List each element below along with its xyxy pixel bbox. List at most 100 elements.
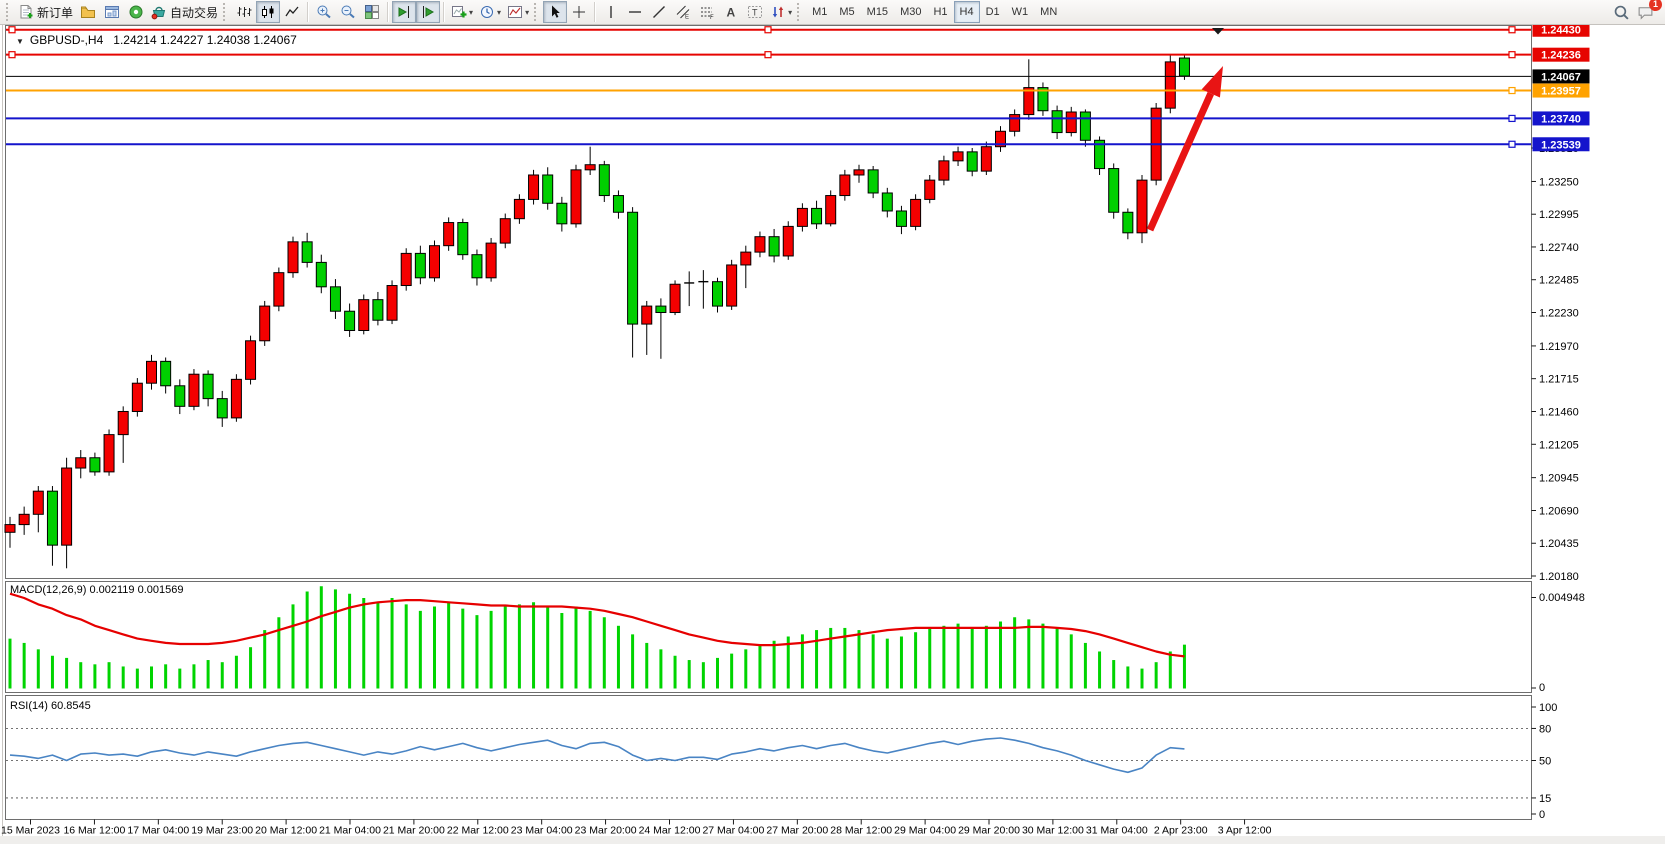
tab-m1[interactable]: M1 xyxy=(812,6,828,18)
collapse-icon[interactable]: ▼ xyxy=(16,37,24,46)
rsi-levels xyxy=(6,728,1531,799)
svg-text:1.23539: 1.23539 xyxy=(1541,139,1581,151)
text-label-icon: T xyxy=(747,4,763,20)
notification-badge: 1 xyxy=(1649,0,1662,11)
svg-text:27 Mar 04:00: 27 Mar 04:00 xyxy=(702,825,764,837)
zoom-out-button[interactable] xyxy=(336,1,360,23)
trendline-button[interactable] xyxy=(647,1,671,23)
new-order-button[interactable]: 新订单 xyxy=(15,1,76,23)
svg-text:23 Mar 04:00: 23 Mar 04:00 xyxy=(511,825,573,837)
notifications-button[interactable]: 1 xyxy=(1633,0,1662,23)
tile-windows-button[interactable] xyxy=(360,1,384,23)
periods-button[interactable]: ▾ xyxy=(476,1,504,23)
auto-trading-label: 自动交易 xyxy=(170,5,219,20)
svg-text:0: 0 xyxy=(1539,682,1545,694)
auto-trading-icon xyxy=(151,4,167,20)
candlestick-chart-button[interactable] xyxy=(256,1,281,23)
fibonacci-icon: F xyxy=(699,4,715,20)
svg-text:1.20690: 1.20690 xyxy=(1539,505,1579,517)
cursor-button[interactable] xyxy=(543,1,568,23)
tab-mn[interactable]: MN xyxy=(1040,6,1058,18)
auto-scroll-button[interactable] xyxy=(392,1,417,23)
svg-text:29 Mar 04:00: 29 Mar 04:00 xyxy=(894,825,956,837)
svg-text:A: A xyxy=(727,6,736,20)
text-label-button[interactable]: T xyxy=(743,1,767,23)
svg-text:0: 0 xyxy=(1539,809,1545,821)
add-indicator-button[interactable]: ▾ xyxy=(448,1,476,23)
fibonacci-button[interactable]: F xyxy=(695,1,719,23)
svg-text:1.22995: 1.22995 xyxy=(1539,209,1579,221)
horizontal-lines[interactable] xyxy=(6,26,1531,148)
rsi-pane xyxy=(9,737,1185,774)
tile-windows-icon xyxy=(364,4,380,20)
tab-d1[interactable]: D1 xyxy=(985,6,1000,18)
chart-shift-button[interactable] xyxy=(416,1,441,23)
tab-m15[interactable]: M15 xyxy=(866,6,889,18)
svg-text:1.22230: 1.22230 xyxy=(1539,308,1579,320)
templates-button[interactable]: ▾ xyxy=(504,1,532,23)
svg-text:1.22740: 1.22740 xyxy=(1539,242,1579,254)
svg-text:30 Mar 12:00: 30 Mar 12:00 xyxy=(1022,825,1084,837)
trend-arrow xyxy=(1146,28,1224,232)
svg-text:23 Mar 20:00: 23 Mar 20:00 xyxy=(575,825,637,837)
tab-m5[interactable]: M5 xyxy=(839,6,855,18)
templates-icon xyxy=(507,4,523,20)
svg-text:21 Mar 20:00: 21 Mar 20:00 xyxy=(383,825,445,837)
navigator-button[interactable] xyxy=(124,1,148,23)
new-order-icon xyxy=(18,4,34,20)
zoom-in-icon xyxy=(316,4,332,20)
svg-text:1.24067: 1.24067 xyxy=(1541,71,1581,83)
cursor-icon xyxy=(547,4,563,20)
svg-text:1.24430: 1.24430 xyxy=(1541,25,1581,37)
macd-pane xyxy=(8,586,1186,689)
horizontal-line-button[interactable] xyxy=(623,1,647,23)
data-window-button[interactable] xyxy=(100,1,124,23)
svg-text:80: 80 xyxy=(1539,723,1551,735)
vertical-line-button[interactable] xyxy=(599,1,623,23)
arrows-shapes-icon xyxy=(770,4,786,20)
group-handle xyxy=(534,3,539,21)
toolbar: 新订单 自动交易 xyxy=(0,0,1665,25)
tab-h4[interactable]: H4 xyxy=(953,1,980,23)
chart-shift-icon xyxy=(420,4,436,20)
bar-chart-button[interactable] xyxy=(232,1,256,23)
line-chart-button[interactable] xyxy=(280,1,304,23)
channel-button[interactable]: E xyxy=(671,1,695,23)
tab-h1[interactable]: H1 xyxy=(933,6,948,18)
svg-text:21 Mar 04:00: 21 Mar 04:00 xyxy=(319,825,381,837)
zoom-in-button[interactable] xyxy=(312,1,336,23)
dropdown-caret-icon: ▾ xyxy=(469,7,474,17)
svg-text:F: F xyxy=(710,15,714,20)
new-order-label: 新订单 xyxy=(37,5,74,20)
tab-m30[interactable]: M30 xyxy=(900,6,922,18)
svg-text:1.21970: 1.21970 xyxy=(1539,341,1579,353)
tab-w1[interactable]: W1 xyxy=(1011,6,1029,18)
text-button[interactable]: A xyxy=(719,1,743,23)
svg-text:1.21715: 1.21715 xyxy=(1539,374,1579,386)
separator xyxy=(387,2,390,22)
folder-icon xyxy=(80,4,96,20)
candles xyxy=(4,54,1190,569)
separator xyxy=(307,2,310,22)
navigator-icon xyxy=(128,4,144,20)
dropdown-caret-icon: ▾ xyxy=(525,7,530,17)
crosshair-button[interactable] xyxy=(567,1,591,23)
svg-text:2 Apr 23:00: 2 Apr 23:00 xyxy=(1154,825,1208,837)
clock-icon xyxy=(479,4,495,20)
data-window-icon xyxy=(104,4,120,20)
svg-text:27 Mar 20:00: 27 Mar 20:00 xyxy=(766,825,828,837)
svg-text:1.22485: 1.22485 xyxy=(1539,275,1579,287)
candlestick-chart-icon xyxy=(260,4,276,20)
svg-text:15: 15 xyxy=(1539,793,1551,805)
profiles-button[interactable] xyxy=(76,1,100,23)
shapes-button[interactable]: ▾ xyxy=(767,1,795,23)
svg-text:1.24236: 1.24236 xyxy=(1541,50,1581,62)
channel-icon: E xyxy=(675,4,691,20)
svg-text:1.21205: 1.21205 xyxy=(1539,439,1579,451)
svg-text:1.20945: 1.20945 xyxy=(1539,473,1579,485)
search-button[interactable] xyxy=(1609,1,1633,23)
auto-trading-button[interactable]: 自动交易 xyxy=(148,1,221,23)
time-axis: 15 Mar 2023 16 Mar 12:00 17 Mar 04:00 19 Ma… xyxy=(1,819,1272,837)
